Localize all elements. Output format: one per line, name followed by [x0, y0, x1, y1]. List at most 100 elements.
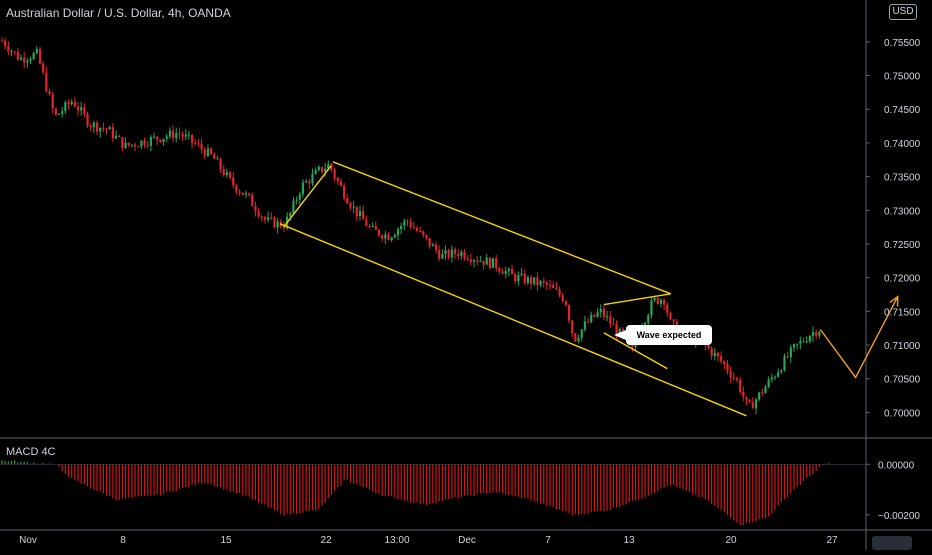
candle-body [523, 273, 526, 284]
candle-body [248, 193, 251, 195]
candle-body [305, 181, 308, 183]
candle-body [365, 219, 368, 227]
candle-body [181, 134, 184, 137]
candle-body [26, 60, 29, 63]
candle-body [83, 107, 86, 114]
candle-body [577, 338, 580, 342]
candle-body [381, 235, 384, 239]
candles-layer [0, 37, 821, 415]
candle-body [295, 199, 298, 201]
candle-body [754, 399, 758, 409]
candle-body [156, 136, 159, 140]
price-tick-label: 0.74500 [884, 105, 921, 116]
candle-body [720, 356, 723, 362]
candle-body [419, 230, 422, 232]
candle-body [599, 308, 602, 313]
candle-body [444, 250, 447, 254]
macd-indicator-title[interactable]: MACD 4C [6, 446, 56, 458]
candle-body [552, 284, 555, 289]
candle-body [298, 194, 301, 200]
candle-body [206, 148, 210, 157]
candle-body [130, 144, 133, 146]
candle-body [501, 271, 504, 274]
candle-body [171, 130, 175, 139]
candle-body [533, 277, 536, 285]
candle-body [121, 136, 124, 149]
candle-body [780, 370, 783, 373]
candle-body [32, 53, 35, 60]
candle-body [476, 260, 479, 262]
candle-body [409, 221, 412, 228]
candle-body [358, 210, 362, 216]
candle-body [647, 315, 650, 323]
candle-body [194, 142, 197, 144]
price-tick-label: 0.75500 [884, 38, 921, 49]
time-tick-label: Dec [458, 535, 476, 546]
candle-body [802, 340, 805, 342]
candle-body [602, 308, 606, 317]
candle-body [583, 321, 587, 330]
candle-body [219, 158, 222, 170]
candle-body [656, 297, 659, 304]
candle-body [178, 133, 181, 135]
expected-wave-path [819, 296, 899, 379]
price-tick-label: 0.71500 [884, 307, 921, 318]
candle-body [311, 174, 314, 184]
candle-body [187, 134, 191, 136]
candle-body [716, 352, 720, 357]
candle-body [175, 133, 178, 139]
macd-tick-label: 0.00000 [878, 460, 915, 471]
candle-body [314, 170, 317, 175]
candle-body [19, 57, 23, 60]
candle-body [808, 336, 811, 342]
candle-body [447, 250, 450, 258]
price-tick-label: 0.70000 [884, 408, 921, 419]
candle-body [339, 181, 343, 186]
candle-body [108, 127, 111, 130]
candle-body [92, 122, 95, 128]
candle-body [406, 220, 409, 222]
candle-body [387, 234, 390, 241]
candle-body [162, 138, 165, 143]
candle-body [362, 210, 365, 220]
candle-body [70, 101, 73, 105]
price-tick-label: 0.74000 [884, 139, 921, 150]
candle-body [282, 226, 286, 229]
candle-body [422, 231, 425, 236]
candle-body [35, 48, 38, 54]
candle-body [764, 386, 767, 394]
candle-body [355, 206, 358, 216]
candle-body [190, 134, 194, 143]
candle-body [384, 234, 387, 239]
candle-body [672, 319, 675, 322]
currency-badge[interactable]: USD [889, 4, 917, 20]
time-tick-label: 13:00 [384, 535, 409, 546]
candle-body [485, 257, 488, 265]
candle-body [428, 237, 431, 247]
candle-body [38, 48, 42, 64]
candle-body [374, 225, 377, 230]
candle-body [488, 257, 491, 268]
candle-body [228, 172, 232, 178]
candle-body [371, 225, 374, 227]
drawings-layer [279, 161, 899, 417]
candle-body [393, 235, 396, 238]
candle-body [539, 281, 542, 286]
candle-body [545, 282, 548, 285]
candle-body [149, 137, 152, 146]
candle-body [482, 260, 485, 265]
candle-body [57, 113, 61, 115]
candle-body [767, 379, 770, 387]
candle-body [792, 343, 796, 348]
candle-body [61, 111, 64, 114]
candle-body [16, 51, 19, 60]
candle-body [773, 376, 777, 378]
candle-body [257, 211, 260, 217]
wave-expected-callout[interactable]: Wave expected [626, 325, 712, 345]
candle-body [564, 301, 568, 306]
candle-body [292, 200, 295, 213]
candle-body [811, 332, 815, 337]
